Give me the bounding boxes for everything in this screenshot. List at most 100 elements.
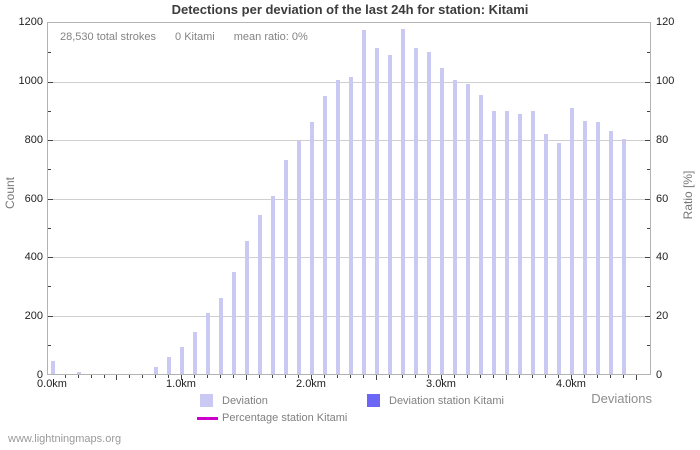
mean-ratio-text: mean ratio: 0% (233, 31, 308, 43)
y-tick (647, 228, 650, 229)
x-axis-tick-label: 4.0km (556, 378, 586, 390)
bar (583, 121, 587, 374)
x-axis-tick-label: 0.0km (37, 378, 67, 390)
y-tick (48, 257, 53, 258)
bar (336, 80, 340, 374)
chart-title: Detections per deviation of the last 24h… (171, 2, 529, 17)
right-axis-tick-label: 120 (656, 16, 675, 28)
x-tick (220, 375, 221, 378)
y-tick (48, 52, 51, 53)
legend-label-station-deviation: Deviation station Kitami (389, 395, 504, 407)
plot-stats: 28,530 total strokes 0 Kitami mean ratio… (60, 31, 308, 43)
y-tick (647, 345, 650, 346)
x-tick (259, 375, 260, 378)
bar (349, 77, 353, 374)
bar (388, 55, 392, 374)
bar (440, 68, 444, 374)
y-tick (647, 286, 650, 287)
x-tick (493, 375, 494, 378)
x-tick (181, 375, 182, 380)
x-tick (324, 375, 325, 378)
x-tick (402, 375, 403, 378)
y-tick (645, 140, 650, 141)
bar (219, 298, 223, 374)
station-strokes-text: 0 Kitami (175, 31, 215, 43)
left-axis-tick-label: 0 (36, 369, 43, 381)
legend-line-percentage (197, 417, 218, 420)
bar (596, 122, 600, 374)
x-tick (545, 375, 546, 378)
x-axis-tick-label: 3.0km (426, 378, 456, 390)
bar (557, 143, 561, 374)
watermark: www.lightningmaps.org (8, 433, 122, 445)
x-tick (337, 375, 338, 378)
x-axis-tick-label: 1.0km (166, 378, 196, 390)
x-tick (428, 375, 429, 378)
x-tick (389, 375, 390, 378)
x-tick (233, 375, 234, 378)
x-tick (104, 375, 105, 378)
bar (206, 313, 210, 374)
right-axis-tick-label: 100 (656, 75, 675, 87)
x-tick (272, 375, 273, 378)
bar (505, 111, 509, 374)
x-tick (285, 375, 286, 378)
x-tick (636, 375, 637, 380)
x-axis-tick-label: 2.0km (296, 378, 326, 390)
bar (362, 30, 366, 374)
total-strokes-text: 28,530 total strokes (60, 31, 157, 43)
x-tick (454, 375, 455, 378)
y-tick (48, 82, 53, 83)
x-tick (129, 375, 130, 378)
y-tick (645, 82, 650, 83)
bar (180, 347, 184, 374)
x-tick (506, 375, 507, 380)
bar (609, 131, 613, 374)
bar (427, 52, 431, 374)
right-axis-tick-label: 40 (656, 251, 669, 263)
left-axis-tick-label: 1200 (18, 16, 43, 28)
x-tick (207, 375, 208, 378)
y-tick (647, 52, 650, 53)
bar (492, 111, 496, 374)
bar (622, 139, 626, 374)
right-axis-tick-label: 20 (656, 310, 669, 322)
bar (154, 367, 158, 374)
x-tick (597, 375, 598, 378)
bar (271, 196, 275, 374)
x-tick (311, 375, 312, 380)
right-axis-tick-label: 80 (656, 134, 669, 146)
right-axis-tick-label: 60 (656, 193, 669, 205)
bar (323, 96, 327, 374)
x-tick (415, 375, 416, 378)
y-tick (48, 111, 51, 112)
legend-label-percentage: Percentage station Kitami (222, 412, 348, 424)
y-tick (645, 199, 650, 200)
x-tick (65, 375, 66, 378)
bar (245, 241, 249, 374)
bar (544, 134, 548, 374)
bar (51, 361, 55, 374)
x-tick (376, 375, 377, 380)
y-tick (48, 169, 51, 170)
left-axis-tick-label: 600 (24, 193, 43, 205)
legend-swatch-station-deviation (367, 394, 380, 407)
right-axis-tick-label: 0 (656, 369, 663, 381)
x-tick (246, 375, 247, 380)
bar (479, 95, 483, 374)
x-tick (142, 375, 143, 378)
bar (258, 215, 262, 374)
x-tick (363, 375, 364, 378)
x-tick (194, 375, 195, 378)
left-axis-tick-label: 400 (24, 251, 43, 263)
x-tick (584, 375, 585, 378)
x-axis-title: Deviations (591, 391, 652, 406)
x-tick (519, 375, 520, 378)
y-tick (48, 345, 51, 346)
y-tick (647, 169, 650, 170)
bar (531, 111, 535, 374)
y-tick (647, 111, 650, 112)
bar (193, 332, 197, 374)
bar (453, 80, 457, 374)
